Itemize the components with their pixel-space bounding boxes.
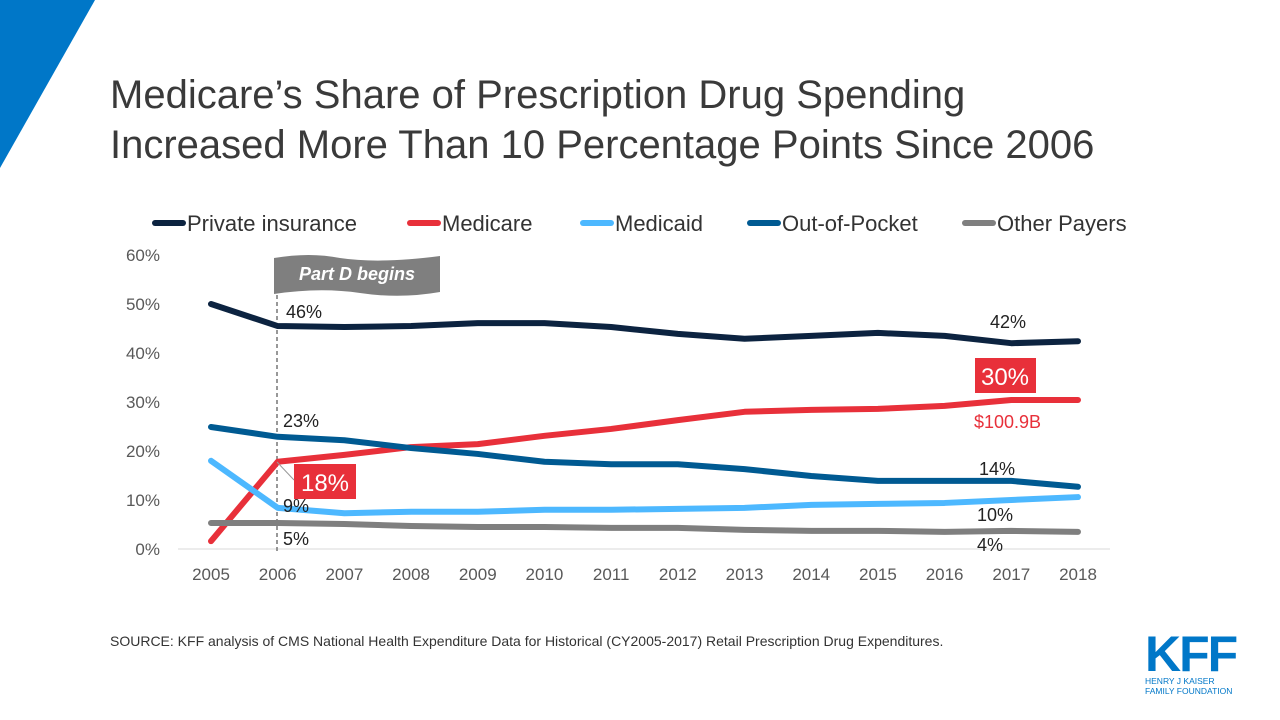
legend-item: Private insurance [152,211,357,236]
slide-title: Medicare’s Share of Prescription Drug Sp… [110,70,1094,170]
corner-accent [0,0,95,168]
x-tick-label: 2017 [992,565,1030,584]
legend-label: Other Payers [997,211,1127,236]
label-medicare-2006: 18% [301,470,349,497]
medicare-2006-badge [294,464,356,499]
label-private-2017: 42% [990,312,1026,332]
series-private-insurance [208,301,1081,347]
x-tick-label: 2007 [325,565,363,584]
legend: Private insurance Medicare Medicaid Out-of-… [152,211,1127,236]
x-tick-label: 2015 [859,565,897,584]
part-d-flag: Part D begins [274,255,440,296]
label-medicare-amount: $100.9B [974,412,1041,432]
leader-line [276,461,295,481]
series-medicare [208,397,1081,545]
y-tick-label: 50% [126,295,160,314]
legend-label: Medicaid [615,211,703,236]
series-line [208,520,1081,535]
x-tick-label: 2011 [593,565,630,584]
annotations: 46% 23% 18% 9% 5% 42% 30% $100.9B 14% 10… [276,302,1041,555]
series-medicaid [208,457,1081,517]
x-tick-label: 2016 [926,565,964,584]
series-line [208,423,1081,490]
series-other-payers [208,520,1081,535]
label-oop-2006: 23% [283,411,319,431]
kff-logo: KFF HENRY J KAISER FAMILY FOUNDATION [1145,626,1240,696]
series-out-of-pocket [208,423,1081,490]
series-line [208,457,1081,517]
y-tick-label: 40% [126,344,160,363]
series-group [208,301,1081,545]
x-tick-label: 2005 [192,565,230,584]
legend-label: Medicare [442,211,532,236]
label-medicare-2017: 30% [981,364,1029,391]
label-other-2006: 5% [283,529,309,549]
label-oop-2017: 14% [979,459,1015,479]
label-medicaid-2006: 9% [283,496,309,516]
label-private-2006: 46% [286,302,322,322]
source-note: SOURCE: KFF analysis of CMS National Hea… [110,633,944,649]
x-axis: 2005 2006 2007 2008 2009 2010 2011 2012 2013 2014… [192,565,1097,584]
series-line [208,397,1081,545]
title-line-2: Increased More Than 10 Percentage Points… [110,123,1095,167]
x-tick-label: 2006 [259,565,297,584]
logo-line-1: HENRY J KAISER [1145,676,1215,686]
line-chart: Private insurance Medicare Medicaid Out-of-… [126,211,1127,584]
legend-item: Other Payers [962,211,1127,236]
medicare-2017-badge [975,358,1036,393]
x-tick-label: 2012 [659,565,697,584]
y-tick-label: 20% [126,442,160,461]
legend-item: Medicaid [580,211,703,236]
label-other-2017: 4% [977,535,1003,555]
y-tick-label: 60% [126,246,160,265]
title-line-1: Medicare’s Share of Prescription Drug Sp… [110,73,966,117]
y-tick-label: 0% [135,540,160,559]
x-tick-label: 2009 [459,565,497,584]
y-tick-label: 10% [126,491,160,510]
legend-item: Medicare [407,211,532,236]
logo-mark: KFF [1145,626,1238,682]
legend-label: Private insurance [187,211,357,236]
series-line [208,301,1081,347]
y-tick-label: 30% [126,393,160,412]
x-tick-label: 2008 [392,565,430,584]
label-medicaid-2017: 10% [977,505,1013,525]
x-tick-label: 2010 [526,565,564,584]
x-tick-label: 2013 [726,565,764,584]
x-tick-label: 2018 [1059,565,1097,584]
y-axis: 0% 10% 20% 30% 40% 50% 60% [126,246,160,559]
part-d-label: Part D begins [299,264,415,284]
logo-line-2: FAMILY FOUNDATION [1145,686,1233,696]
legend-label: Out-of-Pocket [782,211,918,236]
legend-item: Out-of-Pocket [747,211,918,236]
x-tick-label: 2014 [792,565,830,584]
